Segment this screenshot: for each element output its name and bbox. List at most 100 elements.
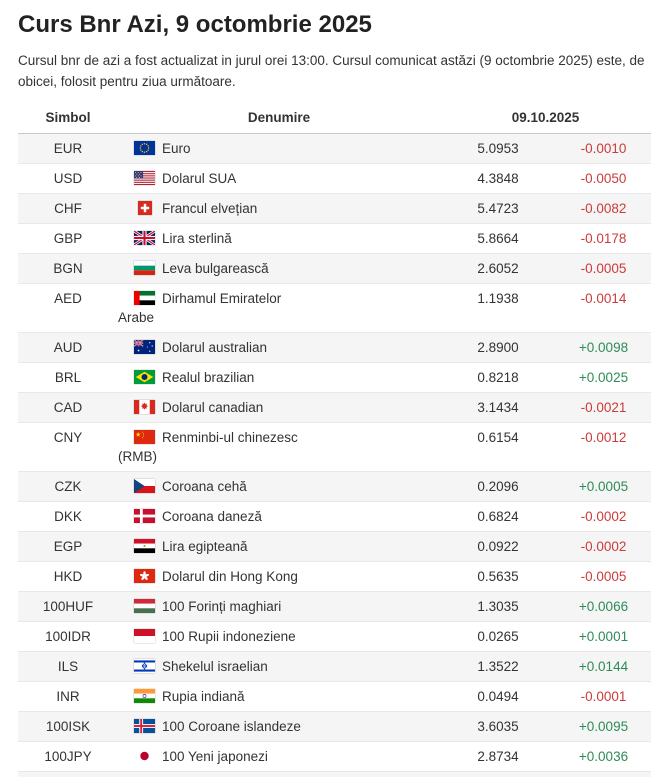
intro-text: Cursul bnr de azi a fost actualizat in j… [18, 50, 663, 92]
currency-symbol: BGN [18, 254, 118, 284]
jp-flag-icon [134, 747, 155, 766]
gb-flag-icon [134, 229, 155, 248]
currency-change: +0.0066 [556, 592, 651, 622]
currency-change: -0.0082 [556, 194, 651, 224]
currency-name: 100 Forinți maghiari [162, 599, 281, 614]
currency-change: -0.0178 [556, 224, 651, 254]
currency-name: Coroana cehă [162, 479, 247, 494]
table-row: GBP Lira sterlină 5.8664 -0.0178 [18, 224, 651, 254]
header-name: Denumire [118, 104, 440, 134]
table-row: BGN Leva bulgarească 2.6052 -0.0005 [18, 254, 651, 284]
in-flag-icon [134, 687, 155, 706]
hk-flag-icon [134, 567, 155, 586]
currency-rate: 0.2096 [440, 472, 556, 502]
currency-symbol: HKD [18, 562, 118, 592]
exchange-rates-table: Simbol Denumire 09.10.2025 EUR Euro 5.09… [18, 104, 651, 777]
currency-name: Dolarul canadian [162, 400, 263, 415]
page-container: Curs Bnr Azi, 9 octombrie 2025 Cursul bn… [0, 10, 663, 777]
currency-symbol: CNY [18, 423, 118, 472]
currency-name: 100 Yeni japonezi [162, 749, 268, 764]
ch-flag-icon [134, 199, 155, 218]
header-symbol: Simbol [18, 104, 118, 134]
currency-change: -0.0050 [556, 164, 651, 194]
currency-rate: 2.6052 [440, 254, 556, 284]
currency-rate: 1.3035 [440, 592, 556, 622]
table-header-row: Simbol Denumire 09.10.2025 [18, 104, 651, 134]
currency-name: Euro [162, 141, 191, 156]
currency-change: -0.0014 [556, 284, 651, 333]
currency-change: +0.0144 [556, 652, 651, 682]
table-row: CAD Dolarul canadian 3.1434 -0.0021 [18, 393, 651, 423]
currency-name: Leva bulgarească [162, 261, 269, 276]
currency-change: +0.0001 [556, 622, 651, 652]
currency-change: -0.0005 [556, 562, 651, 592]
currency-change: -0.0002 [556, 532, 651, 562]
currency-name: 100 Coroane islandeze [162, 719, 301, 734]
currency-rate: 0.6824 [440, 502, 556, 532]
currency-rate: 4.3848 [440, 164, 556, 194]
currency-symbol: EGP [18, 532, 118, 562]
currency-rate: 0.5635 [440, 562, 556, 592]
table-row: ILS Shekelul israelian 1.3522 +0.0144 [18, 652, 651, 682]
currency-rate: 5.4723 [440, 194, 556, 224]
table-row: EUR Euro 5.0953 -0.0010 [18, 134, 651, 164]
currency-name: Shekelul israelian [162, 659, 268, 674]
currency-name: Rupia indiană [162, 689, 245, 704]
currency-rate: 1.3522 [440, 652, 556, 682]
currency-symbol: 100IDR [18, 622, 118, 652]
currency-symbol: ILS [18, 652, 118, 682]
currency-name: Dolarul australian [162, 340, 267, 355]
currency-name: Coroana daneză [162, 509, 262, 524]
currency-rate: 1.1938 [440, 284, 556, 333]
currency-rate: 0.0265 [440, 622, 556, 652]
currency-name: Dolarul SUA [162, 171, 236, 186]
currency-rate: 0.6154 [440, 423, 556, 472]
currency-symbol: CHF [18, 194, 118, 224]
currency-symbol: 100JPY [18, 742, 118, 772]
currency-symbol: 100ISK [18, 712, 118, 742]
currency-rate: 2.8900 [440, 333, 556, 363]
br-flag-icon [134, 368, 155, 387]
table-row: CHF Francul elvețian 5.4723 -0.0082 [18, 194, 651, 224]
currency-change: +0.0036 [556, 742, 651, 772]
table-row: CZK Coroana cehă 0.2096 +0.0005 [18, 472, 651, 502]
currency-name: Lira egipteană [162, 539, 248, 554]
partial-next-row [18, 772, 651, 777]
currency-symbol: BRL [18, 363, 118, 393]
currency-change: +0.0005 [556, 472, 651, 502]
currency-change: +0.0098 [556, 333, 651, 363]
currency-rate: 5.8664 [440, 224, 556, 254]
currency-change: -0.0010 [556, 134, 651, 164]
page-title: Curs Bnr Azi, 9 octombrie 2025 [18, 10, 663, 40]
header-date: 09.10.2025 [440, 104, 651, 134]
au-flag-icon [134, 338, 155, 357]
id-flag-icon [134, 627, 155, 646]
currency-change: +0.0025 [556, 363, 651, 393]
cz-flag-icon [134, 477, 155, 496]
eg-flag-icon [134, 537, 155, 556]
currency-symbol: EUR [18, 134, 118, 164]
currency-name: 100 Rupii indoneziene [162, 629, 296, 644]
is-flag-icon [134, 717, 155, 736]
currency-symbol: USD [18, 164, 118, 194]
il-flag-icon [134, 657, 155, 676]
currency-rate: 0.0494 [440, 682, 556, 712]
ca-flag-icon [134, 398, 155, 417]
table-row: AUD Dolarul australian 2.8900 +0.0098 [18, 333, 651, 363]
currency-rate: 2.8734 [440, 742, 556, 772]
currency-rate: 0.0922 [440, 532, 556, 562]
currency-symbol: DKK [18, 502, 118, 532]
currency-name: Lira sterlină [162, 231, 232, 246]
bg-flag-icon [134, 259, 155, 278]
currency-rate: 3.1434 [440, 393, 556, 423]
eu-flag-icon [134, 139, 155, 158]
table-row: BRL Realul brazilian 0.8218 +0.0025 [18, 363, 651, 393]
table-row: 100JPY 100 Yeni japonezi 2.8734 +0.0036 [18, 742, 651, 772]
cn-flag-icon [134, 428, 155, 447]
table-row: 100ISK 100 Coroane islandeze 3.6035 +0.0… [18, 712, 651, 742]
table-row: DKK Coroana daneză 0.6824 -0.0002 [18, 502, 651, 532]
table-row: EGP Lira egipteană 0.0922 -0.0002 [18, 532, 651, 562]
currency-change: -0.0005 [556, 254, 651, 284]
us-flag-icon [134, 169, 155, 188]
table-row: 100HUF 100 Forinți maghiari 1.3035 +0.00… [18, 592, 651, 622]
